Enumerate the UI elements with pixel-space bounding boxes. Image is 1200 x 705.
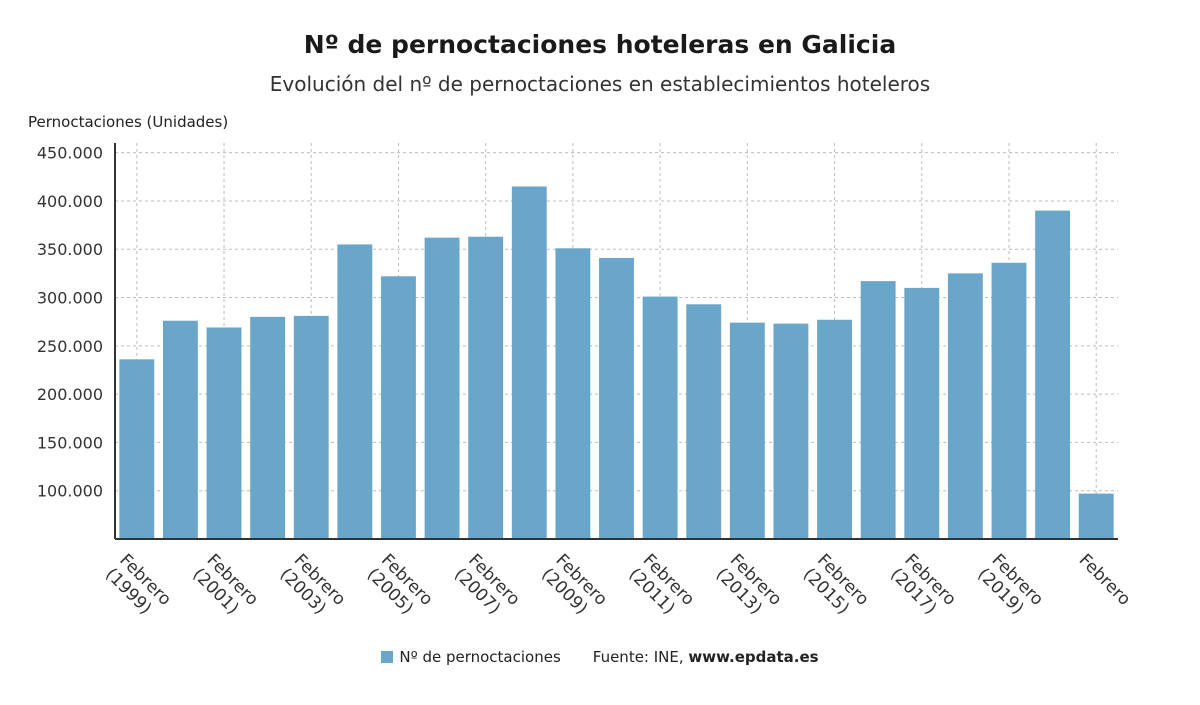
bar: [686, 304, 722, 539]
bar: [424, 237, 460, 539]
chart-subtitle: Evolución del nº de pernoctaciones en es…: [269, 72, 931, 96]
bar: [206, 327, 242, 539]
y-tick-label: 200.000: [37, 385, 103, 404]
x-tick-label: Febrero(2017): [886, 550, 960, 624]
bar: [729, 322, 765, 539]
y-tick-label: 450.000: [37, 144, 103, 163]
y-tick-label: 400.000: [37, 192, 103, 211]
legend-series-label: Nº de pernoctaciones: [399, 648, 561, 666]
bar: [468, 236, 504, 539]
bar: [947, 273, 983, 539]
bar: [599, 257, 634, 539]
y-axis-label: Pernoctaciones (Unidades): [28, 113, 228, 131]
bar: [904, 287, 940, 539]
bars: [119, 186, 1114, 540]
y-tick-label: 100.000: [37, 482, 103, 501]
y-tick-label: 250.000: [37, 337, 103, 356]
x-tick-label: Febrero(2003): [276, 550, 350, 624]
x-tick-label: Febrero(2011): [625, 550, 699, 624]
x-tick-label: Febrero(2007): [450, 550, 524, 624]
legend-swatch: [381, 651, 394, 663]
bar: [860, 281, 896, 539]
bar: [162, 320, 198, 539]
x-tick-label: Febrero: [1075, 550, 1135, 610]
bar: [119, 359, 155, 539]
x-tick-label: Febrero(2019): [973, 550, 1047, 624]
source-site: www.epdata.es: [688, 648, 819, 666]
bar: [555, 248, 591, 539]
x-tick-labels: Febrero(1999) Febrero(2001) Febrero(2003) F…: [101, 550, 1135, 624]
bar: [991, 262, 1027, 539]
bar: [773, 323, 809, 539]
bar: [642, 296, 678, 539]
legend: Nº de pernoctaciones Fuente: INE, www.epd…: [0, 648, 1200, 666]
x-tick-label: Febrero(2009): [537, 550, 611, 624]
x-tick-label: Febrero(2015): [799, 550, 873, 624]
bar-chart: Pernoctaciones (Unidades) 100.000 150.000…: [28, 113, 1135, 624]
bar: [293, 315, 329, 539]
x-tick-label: Febrero(2005): [363, 550, 437, 624]
y-tick-labels: 100.000 150.000 200.000 250.000 300.000 350.0…: [37, 144, 103, 501]
bar: [381, 276, 416, 539]
y-tick-label: 350.000: [37, 240, 103, 259]
bar: [1078, 493, 1114, 539]
bar: [337, 244, 373, 540]
bar: [817, 319, 852, 539]
bar: [250, 316, 286, 539]
bar: [511, 186, 547, 539]
y-tick-label: 300.000: [37, 289, 103, 308]
x-tick-label: Febrero(2013): [712, 550, 786, 624]
bar: [1035, 210, 1071, 540]
chart-title: Nº de pernoctaciones hoteleras en Galici…: [303, 30, 897, 59]
y-tick-label: 150.000: [37, 433, 103, 452]
x-tick-label: Febrero(1999): [101, 550, 175, 624]
source-prefix: Fuente: INE,: [592, 648, 684, 666]
source-note: Fuente: INE, www.epdata.es: [593, 648, 819, 666]
axes: [114, 143, 1118, 540]
x-tick-label: Febrero(2001): [188, 550, 262, 624]
